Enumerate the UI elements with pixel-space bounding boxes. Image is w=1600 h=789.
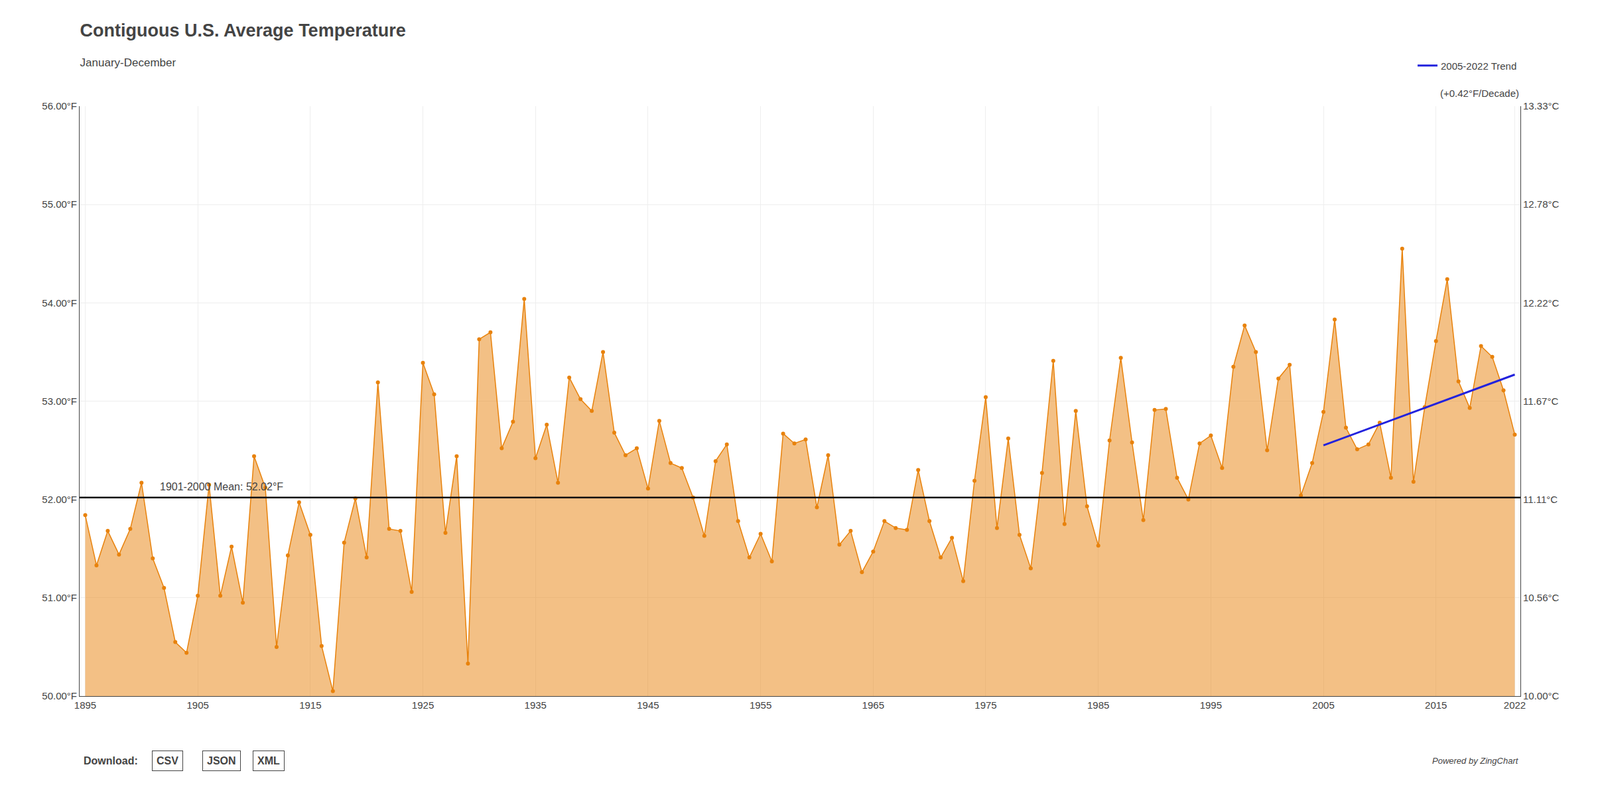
svg-text:55.00°F: 55.00°F: [41, 198, 77, 210]
svg-text:10.00°C: 10.00°C: [1523, 689, 1560, 702]
svg-text:2005-2022 Trend: 2005-2022 Trend: [1440, 60, 1517, 72]
svg-text:12.78°C: 12.78°C: [1523, 198, 1560, 210]
svg-text:1975: 1975: [974, 699, 997, 711]
svg-text:1925: 1925: [411, 699, 434, 711]
svg-text:52.00°F: 52.00°F: [41, 493, 77, 505]
svg-text:(+0.42°F/Decade): (+0.42°F/Decade): [1440, 87, 1520, 99]
svg-text:1905: 1905: [186, 699, 209, 711]
svg-text:54.00°F: 54.00°F: [41, 297, 77, 309]
svg-text:1895: 1895: [74, 699, 97, 711]
svg-text:1965: 1965: [862, 699, 885, 711]
svg-text:11.11°C: 11.11°C: [1523, 493, 1558, 505]
svg-text:XML: XML: [257, 754, 280, 767]
svg-text:CSV: CSV: [156, 754, 179, 767]
svg-text:1955: 1955: [749, 699, 772, 711]
svg-text:12.22°C: 12.22°C: [1523, 297, 1560, 309]
svg-text:Download:: Download:: [83, 754, 138, 767]
svg-text:51.00°F: 51.00°F: [41, 591, 77, 603]
svg-text:Contiguous U.S. Average Temper: Contiguous U.S. Average Temperature: [80, 20, 406, 41]
svg-text:2015: 2015: [1424, 699, 1447, 711]
svg-text:Powered by ZingChart: Powered by ZingChart: [1432, 755, 1520, 766]
svg-text:1995: 1995: [1200, 699, 1222, 711]
svg-text:11.67°C: 11.67°C: [1523, 395, 1559, 407]
svg-text:1935: 1935: [524, 699, 547, 711]
svg-text:53.00°F: 53.00°F: [41, 395, 77, 407]
svg-text:56.00°F: 56.00°F: [41, 100, 77, 112]
svg-text:50.00°F: 50.00°F: [41, 689, 77, 702]
svg-text:January-December: January-December: [80, 56, 177, 69]
svg-text:JSON: JSON: [206, 754, 237, 767]
svg-text:10.56°C: 10.56°C: [1523, 591, 1560, 603]
svg-text:1945: 1945: [636, 699, 659, 711]
svg-text:1915: 1915: [299, 699, 322, 711]
svg-text:13.33°C: 13.33°C: [1523, 100, 1560, 112]
svg-text:2005: 2005: [1312, 699, 1334, 711]
svg-text:2022: 2022: [1503, 699, 1526, 711]
svg-text:1901-2000 Mean: 52.02°F: 1901-2000 Mean: 52.02°F: [159, 480, 284, 493]
svg-text:1985: 1985: [1087, 699, 1110, 711]
